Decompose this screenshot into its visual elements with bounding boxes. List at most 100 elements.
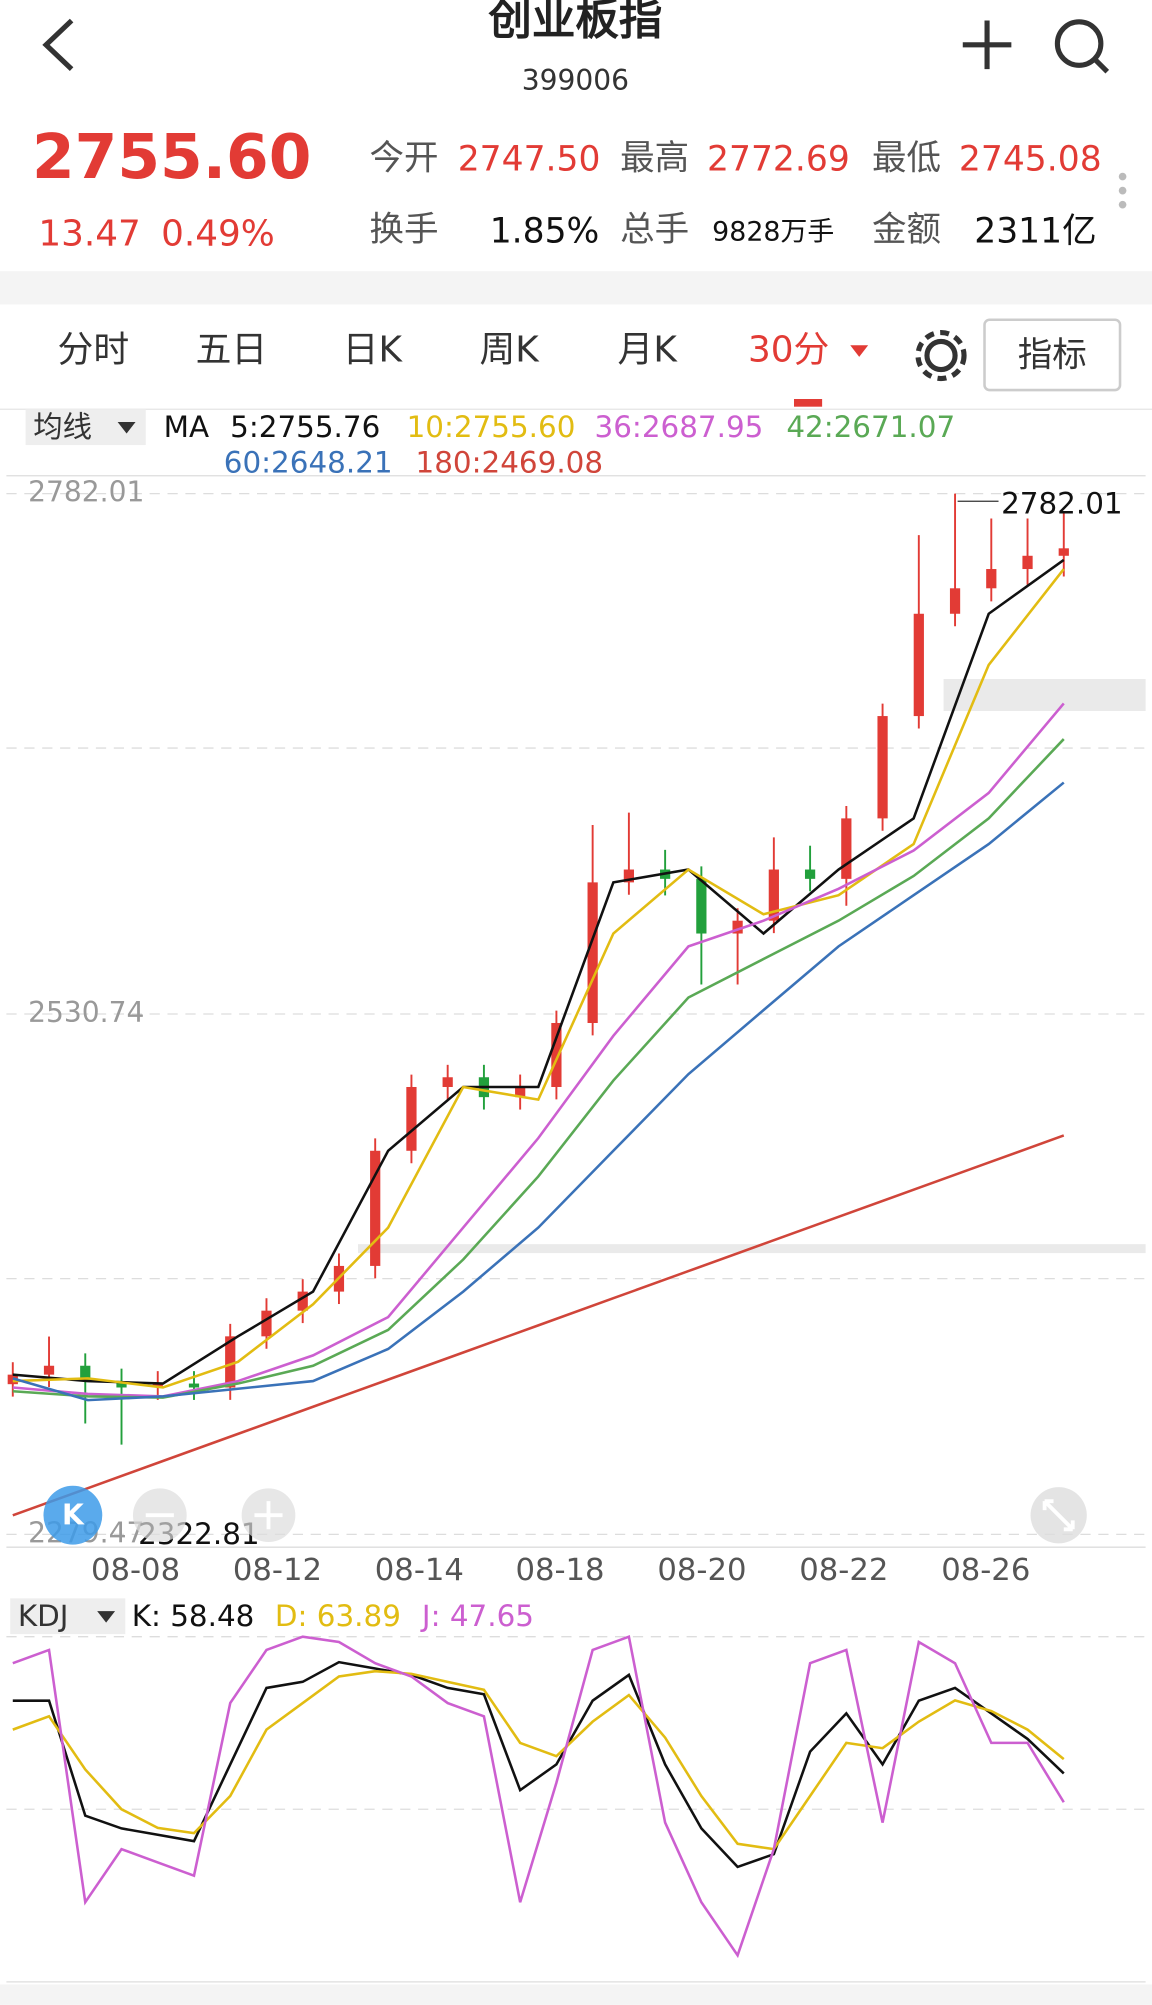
legend-entry: 5:2755.76 [230, 410, 380, 444]
kdj-line [12, 1669, 1065, 1851]
tab-underline [793, 399, 823, 407]
separator [0, 271, 1152, 305]
legend-entry: D: 63.89 [275, 1599, 401, 1633]
max-label: 2782.01 [1001, 487, 1123, 521]
x-tick-label: 08-18 [515, 1553, 604, 1588]
candle-body [297, 1291, 308, 1311]
x-tick-label: 08-12 [233, 1553, 322, 1588]
zoom-out-button[interactable] [132, 1488, 187, 1543]
kdj-chart: K: 58.48 D: 63.89 J: 47.65 [12, 1599, 1065, 1959]
stat-label: 今开 [370, 138, 439, 178]
candle-body [225, 1336, 236, 1388]
tab[interactable]: 日K [343, 330, 404, 371]
stat-label: 金额 [872, 210, 941, 250]
ma-line [12, 781, 1065, 1402]
stat-value: 9828万手 [712, 216, 834, 247]
svg-text:K: K [62, 1498, 85, 1531]
tab-dropdown[interactable] [850, 345, 869, 357]
candle-body [116, 1381, 127, 1388]
k-logo-button[interactable]: K [43, 1485, 103, 1545]
candle-body [732, 920, 743, 934]
ma-line [12, 702, 1065, 1398]
candle-body [587, 882, 598, 1023]
tab[interactable]: 分时 [58, 330, 130, 371]
price: 2755.60 [32, 122, 311, 193]
search-button[interactable] [1054, 19, 1110, 74]
y-tick-label: 2782.01 [28, 476, 144, 509]
x-tick-label: 08-20 [657, 1553, 746, 1588]
legend-dropdown [117, 422, 136, 434]
stat-label: 最高 [620, 138, 689, 178]
title: 创业板指 [488, 0, 662, 46]
candle-body [80, 1365, 91, 1382]
stat-label: 总手 [620, 210, 689, 250]
candle-body [188, 1383, 200, 1388]
code: 399006 [522, 64, 629, 97]
settings-button[interactable] [915, 329, 967, 382]
candle-body [623, 869, 634, 883]
legend-entry: 180:2469.08 [416, 446, 604, 480]
candle-body [43, 1365, 55, 1375]
candle-body [768, 869, 779, 921]
stat-label: 最低 [872, 138, 941, 178]
legend-selector-label: 均线 [33, 410, 92, 444]
tab-active[interactable]: 30分 [748, 330, 829, 371]
candle-body [1058, 548, 1069, 556]
ma-line [12, 568, 1065, 1389]
stat-label: 换手 [370, 210, 439, 250]
legend-entry: J: 47.65 [420, 1599, 534, 1633]
y-tick-label: 2530.74 [28, 996, 144, 1029]
candle-body [442, 1077, 453, 1087]
candle-body [986, 569, 997, 589]
candle-body [152, 1383, 163, 1388]
candle-body [877, 716, 888, 819]
legend-dropdown [97, 1611, 116, 1623]
stat-value: 2311亿 [974, 211, 1096, 251]
candle-body [913, 613, 924, 717]
tab[interactable]: 周K [479, 330, 540, 371]
indicator-name: KDJ [18, 1599, 69, 1633]
x-tick-label: 08-14 [375, 1553, 464, 1588]
add-button[interactable] [962, 20, 1012, 70]
overlay-band [943, 679, 1146, 711]
more-dots[interactable] [1118, 172, 1127, 209]
ma-legend: 5:2755.76 10:2755.60 36:2687.95 42:2671.07 6… [224, 410, 955, 480]
legend-entry: 36:2687.95 [595, 410, 764, 444]
candle-body [551, 1022, 562, 1087]
candle-body [949, 588, 961, 614]
bottom-band [0, 1984, 1152, 2005]
stat-value: 2772.69 [707, 140, 850, 180]
candle-body [696, 878, 707, 934]
fullscreen-button[interactable] [1030, 1487, 1087, 1544]
indicator-button-label: 指标 [1018, 335, 1087, 375]
candle-body [515, 1086, 526, 1098]
candle-body [841, 818, 852, 879]
stat-value: 2745.08 [959, 140, 1102, 180]
back-button[interactable] [42, 18, 74, 71]
stat-value: 1.85% [490, 211, 600, 251]
candle-body [1022, 555, 1033, 570]
candle-body [406, 1086, 417, 1151]
candle-body [370, 1150, 381, 1266]
tab[interactable]: 五日 [196, 330, 268, 371]
legend-entry: 10:2755.60 [407, 410, 576, 444]
candle-body [804, 869, 816, 879]
change: 13.47 [38, 213, 140, 254]
x-tick-label: 08-08 [91, 1553, 180, 1588]
indicator-button[interactable] [983, 318, 1122, 392]
x-tick-label: 08-26 [941, 1553, 1030, 1588]
ma-line [12, 558, 1065, 1385]
zoom-in-button[interactable] [241, 1488, 296, 1543]
indicator-name: MA [164, 410, 209, 444]
stat-value: 2747.50 [458, 140, 601, 180]
x-tick-label: 08-22 [799, 1553, 888, 1588]
legend-entry: 60:2648.21 [224, 446, 393, 480]
main-chart: 2782.012530.742279.4708-0808-1208-1408-1… [6, 476, 1146, 1588]
ma-line [12, 1134, 1065, 1517]
tab[interactable]: 月K [618, 330, 679, 371]
candle-body [261, 1310, 272, 1337]
kdj-line [12, 1660, 1065, 1869]
